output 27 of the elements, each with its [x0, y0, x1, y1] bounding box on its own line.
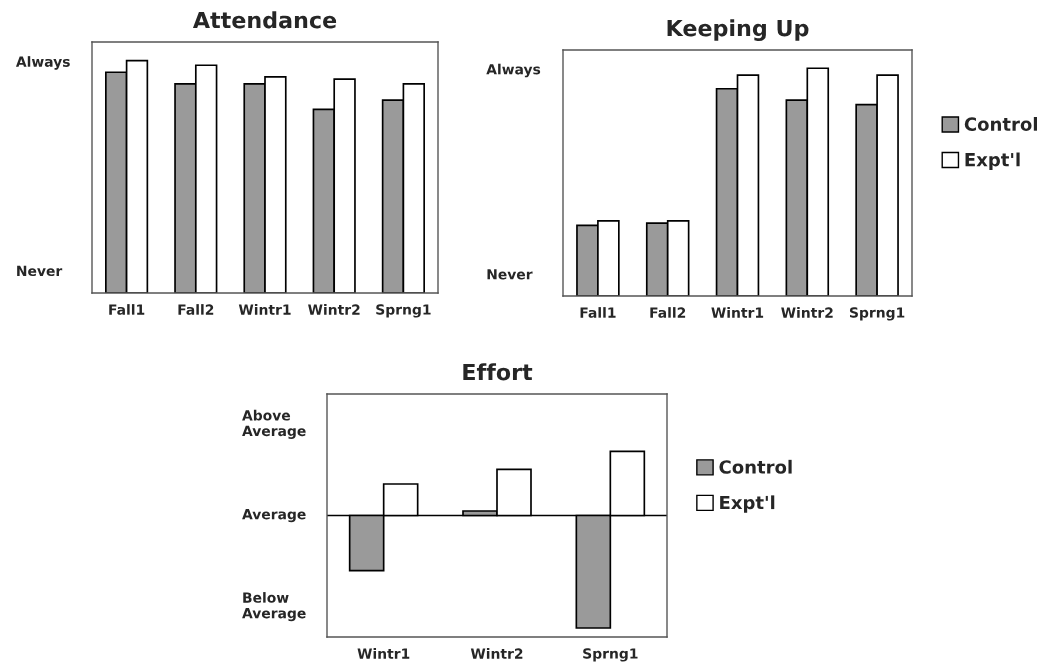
chart-title: Keeping Up — [667, 19, 809, 41]
text: Below Average — [242, 592, 306, 622]
x-tick-label: Wintr2 — [308, 304, 360, 315]
text: Above Average — [242, 409, 306, 439]
x-tick-label: Sprng1 — [583, 648, 638, 662]
x-tick-label: Wintr2 — [470, 648, 523, 659]
x-tick-label: Fall2 — [650, 307, 686, 318]
text: Never — [17, 265, 63, 277]
legend-label: Control — [719, 459, 792, 474]
legend-label: Expt'l — [720, 495, 775, 513]
x-tick-label: Fall1 — [580, 307, 616, 318]
text: Always — [15, 56, 70, 70]
legend-label: Expt'l — [965, 152, 1020, 170]
text: Always — [486, 63, 541, 78]
legend-label: Control — [964, 116, 1037, 131]
text: Never — [487, 269, 533, 280]
x-tick-label: Fall1 — [109, 304, 145, 315]
x-tick-label: Wintr1 — [238, 304, 291, 315]
text: Average — [242, 509, 306, 523]
chart-title: Attendance — [192, 11, 337, 29]
chart-title: Effort — [463, 363, 533, 381]
x-tick-label: Wintr2 — [781, 307, 833, 318]
x-tick-label: Wintr1 — [711, 307, 764, 318]
x-tick-label: Sprng1 — [376, 304, 431, 318]
x-tick-label: Sprng1 — [849, 307, 905, 321]
x-tick-label: Fall2 — [178, 304, 214, 315]
x-tick-label: Wintr1 — [357, 648, 410, 659]
